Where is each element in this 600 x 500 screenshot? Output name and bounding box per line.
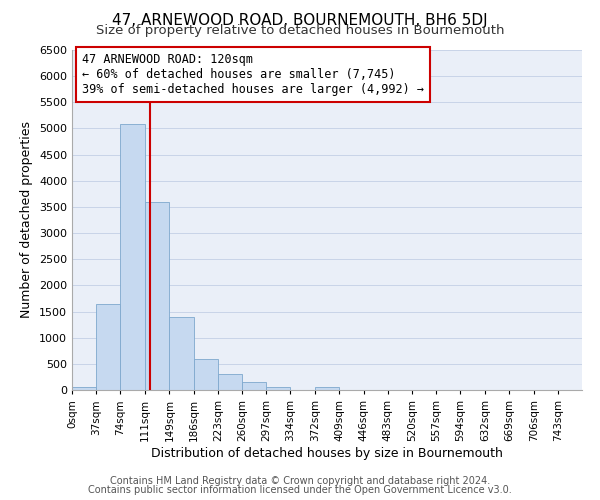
Bar bbox=[72, 387, 96, 390]
Bar bbox=[96, 304, 121, 390]
Bar bbox=[218, 374, 242, 390]
Text: Contains public sector information licensed under the Open Government Licence v3: Contains public sector information licen… bbox=[88, 485, 512, 495]
Bar bbox=[169, 317, 194, 390]
Bar bbox=[145, 202, 169, 390]
Bar bbox=[266, 387, 290, 390]
Text: 47 ARNEWOOD ROAD: 120sqm
← 60% of detached houses are smaller (7,745)
39% of sem: 47 ARNEWOOD ROAD: 120sqm ← 60% of detach… bbox=[82, 54, 424, 96]
Bar bbox=[194, 359, 218, 390]
Y-axis label: Number of detached properties: Number of detached properties bbox=[20, 122, 34, 318]
Text: 47, ARNEWOOD ROAD, BOURNEMOUTH, BH6 5DJ: 47, ARNEWOOD ROAD, BOURNEMOUTH, BH6 5DJ bbox=[112, 12, 488, 28]
Bar bbox=[121, 124, 145, 390]
Text: Size of property relative to detached houses in Bournemouth: Size of property relative to detached ho… bbox=[96, 24, 504, 37]
Text: Contains HM Land Registry data © Crown copyright and database right 2024.: Contains HM Land Registry data © Crown c… bbox=[110, 476, 490, 486]
Bar bbox=[315, 388, 340, 390]
X-axis label: Distribution of detached houses by size in Bournemouth: Distribution of detached houses by size … bbox=[151, 446, 503, 460]
Bar bbox=[242, 382, 266, 390]
